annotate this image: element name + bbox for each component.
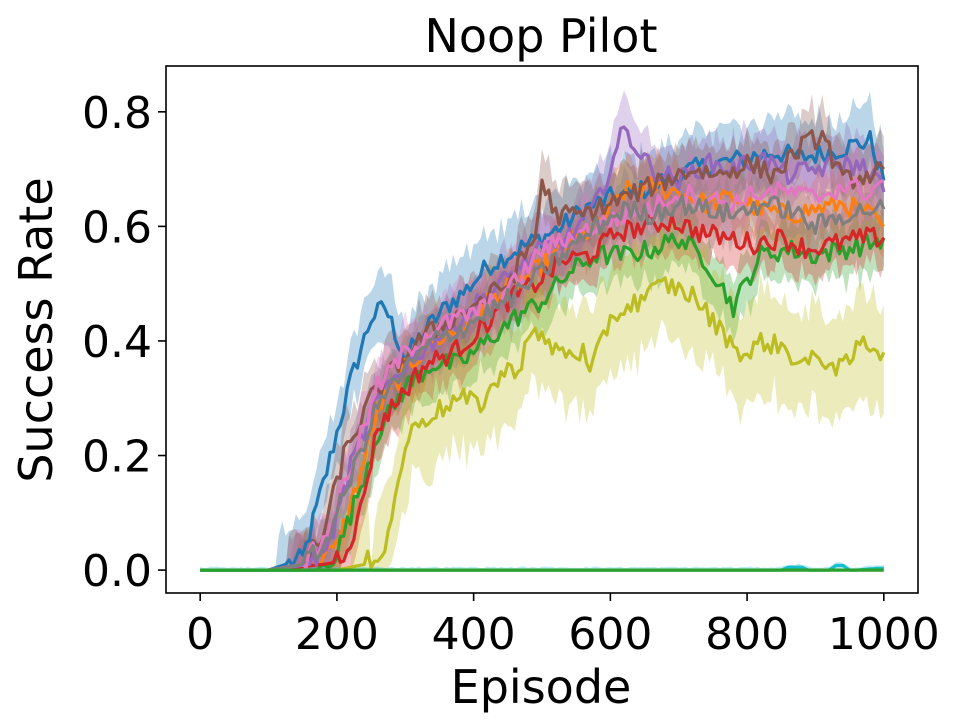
x-tick-label: 800 bbox=[705, 609, 789, 660]
x-tick-label: 600 bbox=[568, 609, 652, 660]
x-tick-label: 400 bbox=[432, 609, 516, 660]
x-tick-label: 200 bbox=[295, 609, 379, 660]
x-tick-label: 0 bbox=[186, 609, 214, 660]
y-axis: 0.0 0.2 0.4 0.6 0.8 bbox=[82, 88, 166, 597]
series-line-3 bbox=[200, 213, 886, 572]
plot-area bbox=[200, 90, 886, 572]
chart-title: Noop Pilot bbox=[425, 9, 658, 63]
series-lines bbox=[200, 125, 886, 572]
series-line-4 bbox=[200, 125, 886, 572]
x-axis-label: Episode bbox=[451, 660, 632, 714]
series-band-4 bbox=[200, 90, 884, 571]
y-axis-label: Success Rate bbox=[9, 177, 63, 482]
y-tick-label: 0.8 bbox=[82, 88, 152, 139]
series-band-0 bbox=[200, 91, 884, 571]
series-band-2 bbox=[200, 197, 884, 571]
series-band-8 bbox=[200, 214, 884, 571]
y-tick-label: 0.4 bbox=[82, 317, 152, 368]
plot-frame bbox=[165, 65, 919, 594]
series-band-6 bbox=[200, 143, 884, 571]
y-tick-label: 0.2 bbox=[82, 432, 152, 483]
x-tick-label: 1000 bbox=[828, 609, 940, 660]
series-line-7 bbox=[200, 193, 886, 572]
x-axis: 0 200 400 600 800 1000 bbox=[186, 593, 940, 660]
series-band-1 bbox=[200, 146, 884, 571]
y-tick-label: 0.6 bbox=[82, 202, 152, 253]
y-tick-label: 0.0 bbox=[82, 546, 152, 597]
